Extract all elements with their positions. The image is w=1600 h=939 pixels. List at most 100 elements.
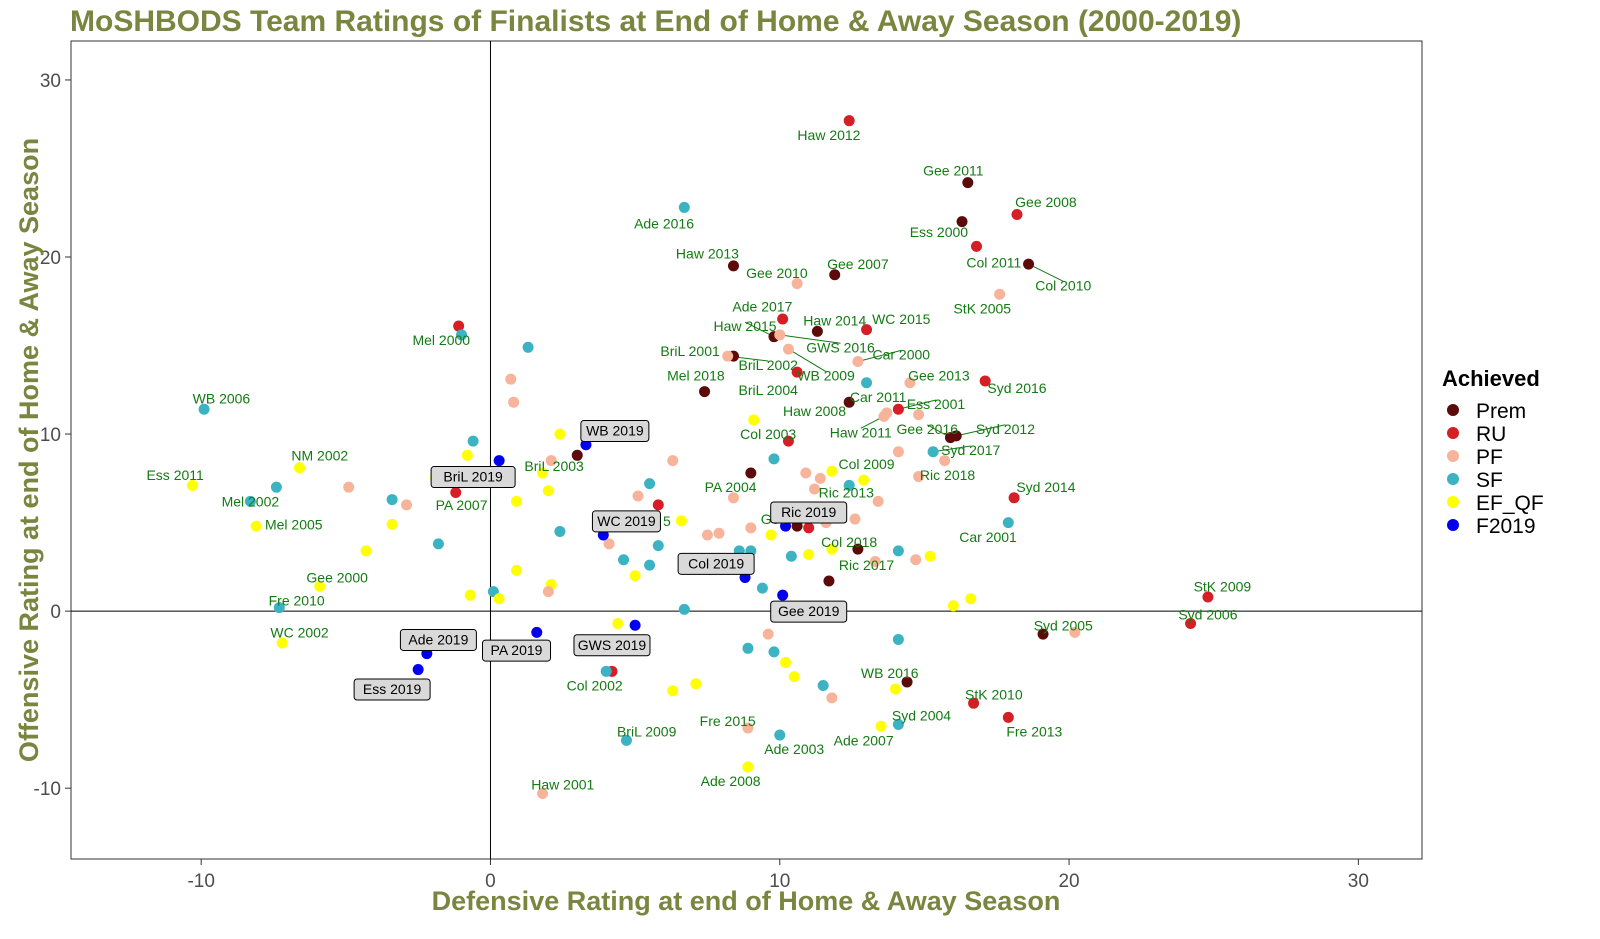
- legend-swatch: [1447, 473, 1459, 485]
- legend-label: RU: [1476, 423, 1506, 446]
- data-point: [542, 586, 554, 598]
- data-point: [962, 177, 974, 189]
- data-point: [849, 513, 861, 525]
- data-point: [901, 676, 913, 688]
- legend-label: PF: [1476, 446, 1503, 469]
- point-label: WB 2006: [193, 391, 251, 407]
- point-label: Syd 2012: [976, 421, 1035, 437]
- point-label: Haw 2011: [830, 424, 892, 440]
- data-point: [644, 559, 656, 571]
- reference-lines: [71, 41, 1422, 859]
- data-point: [745, 522, 757, 534]
- point-label: BriL 2001: [660, 343, 720, 359]
- data-point: [461, 449, 473, 461]
- data-point: [244, 495, 256, 507]
- data-point: [701, 529, 713, 541]
- data-point: [652, 540, 664, 552]
- data-point: [852, 543, 864, 555]
- data-point: [913, 471, 925, 483]
- label-leader-lines: [727, 263, 1064, 453]
- data-point: [968, 697, 980, 709]
- point-label: Col 2018: [821, 534, 877, 550]
- point-label: NM 2002: [291, 447, 348, 463]
- x-axis-title: Defensive Rating at end of Home & Away S…: [432, 886, 1061, 916]
- data-point: [803, 522, 815, 534]
- x-tick-label: -10: [187, 871, 214, 892]
- point-label: Col 2010: [1035, 277, 1091, 293]
- data-point: [603, 538, 615, 550]
- data-point: [927, 446, 939, 458]
- data-point: [762, 628, 774, 640]
- point-label: Gee 2007: [827, 256, 889, 272]
- legend-entry-sf: SF: [1447, 469, 1503, 492]
- leader-line: [933, 445, 971, 453]
- x-tick-label: 10: [769, 871, 790, 892]
- data-point: [788, 671, 800, 683]
- point-label: Ade 2008: [701, 773, 761, 789]
- point-label: Ade 2017: [732, 299, 792, 315]
- point-label: Col 2003: [740, 426, 796, 442]
- data-point: [1008, 492, 1020, 504]
- legend-label: Prem: [1476, 400, 1526, 423]
- legend-entry-ef-qf: EF_QF: [1447, 492, 1544, 515]
- x-tick-label: 0: [485, 871, 496, 892]
- data-point: [777, 313, 789, 325]
- point-label: WC 2002: [270, 624, 329, 640]
- boxed-point-label: Ess 2019: [353, 678, 431, 701]
- data-point: [861, 377, 873, 389]
- data-point: [814, 472, 826, 484]
- data-point: [892, 403, 904, 415]
- leader-line: [857, 349, 902, 362]
- point-label: Car 2000: [872, 346, 930, 362]
- data-point: [612, 618, 624, 630]
- data-point: [198, 403, 210, 415]
- data-point: [782, 435, 794, 447]
- point-label: Ess 2000: [910, 224, 969, 240]
- y-tick-label: -10: [34, 779, 61, 800]
- boxed-label-text: WB 2019: [586, 423, 644, 439]
- data-point: [861, 324, 873, 336]
- data-point: [727, 492, 739, 504]
- data-point: [742, 761, 754, 773]
- data-point: [545, 455, 557, 467]
- boxed-point-label: WB 2019: [580, 420, 650, 443]
- data-point: [1023, 258, 1035, 270]
- legend-entry-ru: RU: [1447, 423, 1506, 446]
- point-label: Haw 2008: [783, 403, 846, 419]
- point-label: Fre 2015: [700, 713, 756, 729]
- data-point: [913, 409, 925, 421]
- data-point: [412, 664, 424, 676]
- data-point: [970, 240, 982, 252]
- data-point: [467, 435, 479, 447]
- point-label: Car 2011: [850, 389, 907, 405]
- point-label: Mel 2000: [412, 332, 470, 348]
- data-point: [910, 554, 922, 566]
- point-labels: Haw 2012 Gee 2011 Gee 2008 Ess 2000 Col 2011…: [146, 127, 1251, 793]
- data-point: [742, 642, 754, 654]
- point-label: BriL 2003: [524, 458, 584, 474]
- point-label: Ade 2003: [764, 741, 824, 757]
- label-box: [430, 466, 516, 489]
- boxed-point-label: Gee 2019: [770, 600, 848, 623]
- label-box: [677, 552, 755, 575]
- data-point: [889, 683, 901, 695]
- data-point: [632, 490, 644, 502]
- data-point: [892, 545, 904, 557]
- data-point: [713, 527, 725, 539]
- data-point: [270, 481, 282, 493]
- data-point: [276, 637, 288, 649]
- data-point: [777, 589, 789, 601]
- point-label: Gee 2016: [897, 421, 959, 437]
- data-point: [699, 386, 711, 398]
- legend-swatch: [1447, 496, 1459, 508]
- data-point: [1002, 517, 1014, 529]
- point-label: Col 2011: [966, 254, 1021, 270]
- data-point: [780, 656, 792, 668]
- data-point: [1002, 711, 1014, 723]
- data-point: [843, 396, 855, 408]
- point-label: Haw 2012: [797, 127, 860, 143]
- legend-label: EF_QF: [1476, 492, 1544, 515]
- data-point: [250, 520, 262, 532]
